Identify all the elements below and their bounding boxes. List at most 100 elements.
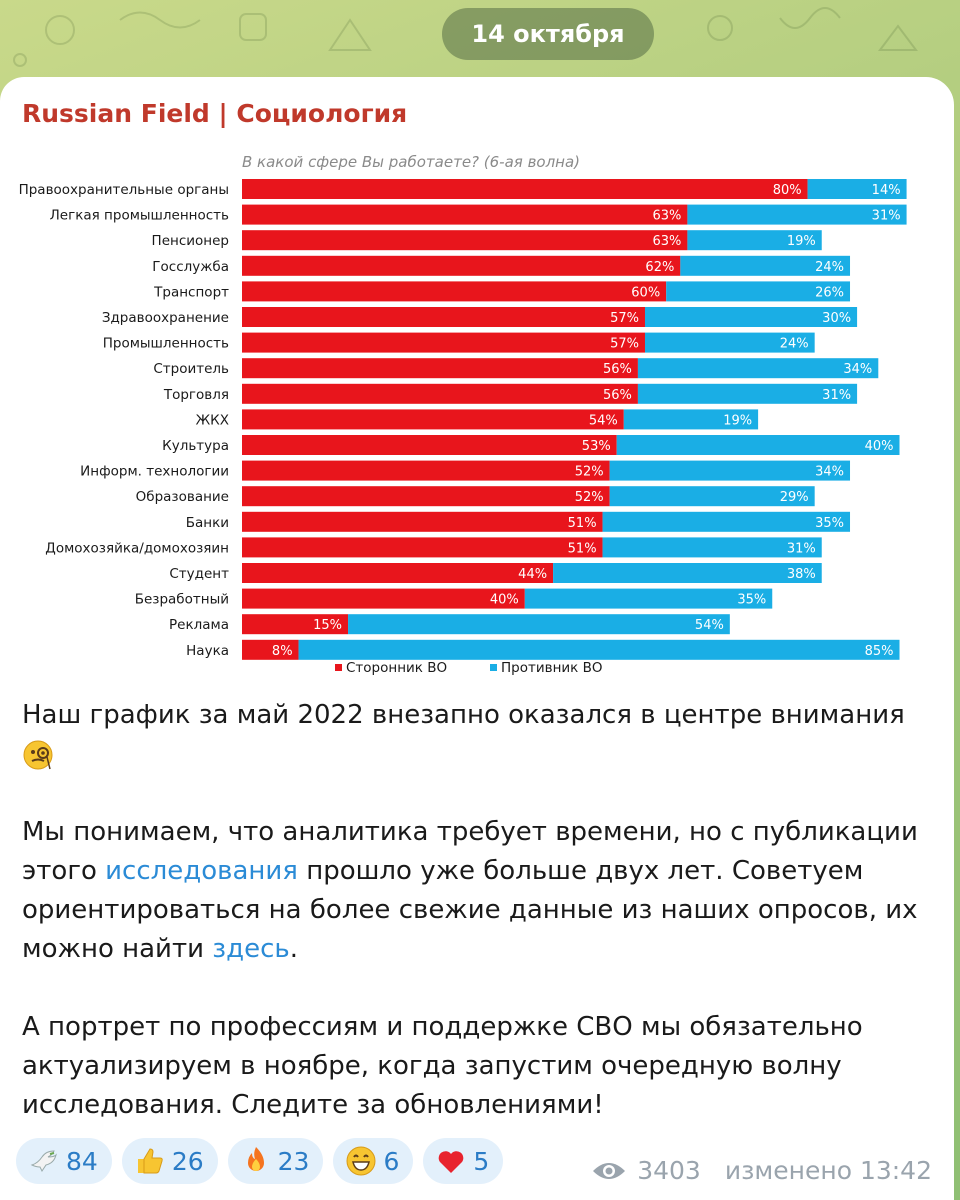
category-label: Наука <box>186 643 229 659</box>
bar-value-label: 35% <box>737 593 766 608</box>
edited-time: изменено 13:42 <box>724 1156 932 1185</box>
supporter-bar <box>242 358 638 379</box>
research-link[interactable]: исследования <box>105 856 298 886</box>
opponent-bar <box>637 358 879 379</box>
supporter-bar <box>242 204 688 225</box>
opponent-bar <box>666 281 851 302</box>
chart-title: В какой сфере Вы работаете? (6-ая волна) <box>242 153 580 171</box>
supporter-bar <box>242 281 667 302</box>
reaction-fire[interactable]: 23 <box>227 1138 324 1184</box>
reaction-dove[interactable]: 84 <box>16 1138 112 1184</box>
supporter-bar <box>242 383 638 404</box>
bar-value-label: 63% <box>653 209 682 224</box>
thumbs-up-icon <box>137 1148 163 1174</box>
bar-value-label: 56% <box>603 362 632 377</box>
bar-chart: В какой сфере Вы работаете? (6-ая волна)… <box>19 153 907 676</box>
background-pattern <box>13 7 918 67</box>
opponent-bar <box>553 563 822 583</box>
opponent-bar <box>644 332 815 353</box>
bar-value-label: 34% <box>815 465 844 480</box>
category-label: Здравоохранение <box>102 310 229 326</box>
bar-value-label: 24% <box>815 260 844 275</box>
bar-value-label: 57% <box>610 337 639 352</box>
bar-value-label: 35% <box>815 516 844 531</box>
supporter-bar <box>242 409 624 430</box>
reaction-count: 84 <box>66 1146 98 1176</box>
supporter-bar <box>242 460 610 481</box>
opponent-bar <box>687 204 907 225</box>
bar-value-label: 44% <box>518 567 547 582</box>
bar-value-label: 60% <box>631 285 660 300</box>
opponent-bar <box>602 511 851 532</box>
reaction-grin[interactable]: 6 <box>333 1138 414 1184</box>
reactions-bar: 84 26 23 6 5 <box>16 1138 504 1184</box>
category-label: Культура <box>162 438 229 454</box>
paragraph-1-text: Наш график за май 2022 внезапно оказался… <box>22 700 905 730</box>
category-label: Строитель <box>153 361 229 377</box>
bar-value-label: 14% <box>872 183 901 198</box>
bar-value-label: 26% <box>815 285 844 300</box>
category-label: Реклама <box>169 617 229 633</box>
channel-name[interactable]: Russian Field | Социология <box>22 99 408 128</box>
bar-value-label: 80% <box>773 183 802 198</box>
opponent-bar <box>348 614 730 635</box>
paragraph-2: Мы понимаем, что аналитика требует време… <box>22 813 942 969</box>
bar-value-label: 31% <box>872 209 901 224</box>
legend-label: Противник ВО <box>501 660 603 676</box>
bar-value-label: 85% <box>865 644 894 659</box>
bar-value-label: 57% <box>610 311 639 326</box>
chart-legend: Сторонник ВО Противник ВО <box>335 660 603 676</box>
legend-label: Сторонник ВО <box>346 660 447 676</box>
paragraph-2-text-b: прошло уже больше двух лет. Советуем ори… <box>22 856 918 964</box>
reaction-count: 23 <box>277 1146 310 1176</box>
bar-value-label: 40% <box>490 593 519 608</box>
fire-icon <box>247 1147 264 1171</box>
here-link[interactable]: здесь <box>212 934 290 964</box>
views-count: 3403 <box>637 1156 701 1185</box>
opponent-bar <box>623 409 759 430</box>
opponent-bar <box>609 486 815 507</box>
bar-value-label: 54% <box>695 618 724 633</box>
category-label: Безработный <box>135 592 229 608</box>
opponent-bar <box>687 230 822 251</box>
opponent-bar <box>298 639 900 660</box>
category-label: Пенсионер <box>152 233 229 249</box>
grin-icon <box>346 1146 376 1176</box>
legend-swatch <box>490 664 497 671</box>
paragraph-2-text-a: Мы понимаем, что аналитика требует време… <box>22 817 918 886</box>
legend-swatch <box>335 664 342 671</box>
supporter-bar <box>242 639 299 660</box>
bar-value-label: 54% <box>589 413 618 428</box>
supporter-bar <box>242 588 525 609</box>
supporter-bar <box>242 255 681 276</box>
bar-value-label: 62% <box>645 260 674 275</box>
supporter-bar <box>242 179 808 199</box>
bar-value-label: 29% <box>780 490 809 505</box>
opponent-bar <box>807 179 907 199</box>
bar-value-label: 56% <box>603 388 632 403</box>
date-separator: 14 октября <box>442 8 654 60</box>
opponent-bar <box>609 460 851 481</box>
bar-value-label: 53% <box>582 439 611 454</box>
supporter-bar <box>242 614 349 635</box>
supporter-bar <box>242 563 554 583</box>
opponent-bar <box>644 307 858 327</box>
message-meta: 3403 изменено 13:42 <box>591 1156 932 1185</box>
reaction-thumbs-up[interactable]: 26 <box>121 1138 218 1184</box>
bar-value-label: 8% <box>272 644 293 659</box>
reaction-heart[interactable]: 5 <box>423 1138 504 1184</box>
bar-value-label: 15% <box>313 618 342 633</box>
category-label: Транспорт <box>153 284 229 300</box>
post-text: Наш график за май 2022 внезапно оказался… <box>22 696 942 1125</box>
opponent-bar <box>602 537 822 558</box>
reaction-count: 26 <box>171 1146 204 1176</box>
bar-value-label: 19% <box>723 413 752 428</box>
bar-value-label: 34% <box>843 362 872 377</box>
bar-value-label: 52% <box>575 490 604 505</box>
supporter-bar <box>242 332 645 353</box>
category-label: Легкая промышленность <box>50 208 229 224</box>
dove-icon <box>30 1150 57 1172</box>
opponent-bar <box>680 255 851 276</box>
category-label: Правоохранительные органы <box>19 182 229 198</box>
bar-value-label: 38% <box>787 567 816 582</box>
